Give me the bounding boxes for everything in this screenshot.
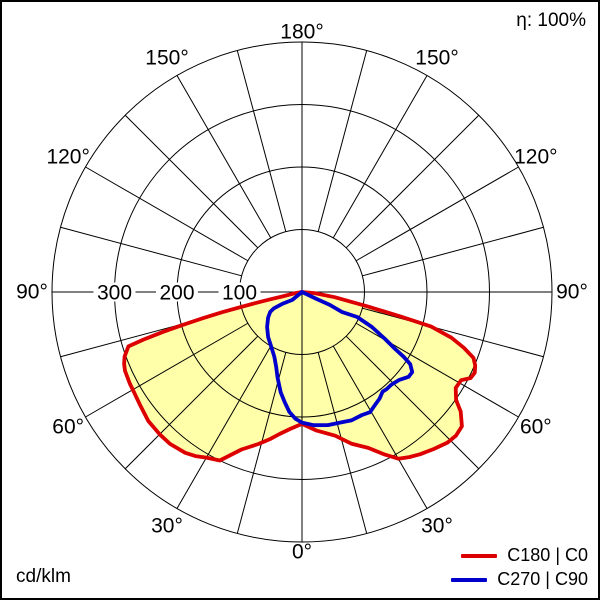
radial-tick-label: 100 (222, 282, 257, 305)
grid-spoke (124, 114, 259, 249)
grid-spoke (345, 335, 480, 470)
grid-spoke (345, 114, 480, 249)
curve-fill-0 (124, 292, 476, 461)
angle-label-180: 180° (280, 21, 323, 44)
angle-label-150-left: 150° (145, 47, 188, 70)
legend-item-c270-c90: C270 | C90 (451, 569, 588, 590)
grid-spoke (362, 226, 544, 277)
angle-label-120-left: 120° (46, 146, 89, 169)
angle-label-30-right: 30° (421, 514, 453, 537)
grid-spoke (362, 307, 544, 358)
radial-tick-bg (93, 282, 136, 302)
angle-label-60-right: 60° (520, 416, 552, 439)
angle-label-90-right: 90° (556, 281, 588, 304)
grid-spoke (355, 166, 519, 262)
angle-label-150-right: 150° (415, 47, 458, 70)
curve-c180-c0 (122, 290, 478, 463)
radial-tick-bg (218, 282, 261, 302)
efficiency-label: η: 100% (516, 10, 586, 31)
legend-label-c270-c90: C270 | C90 (497, 569, 588, 589)
grid-spoke (60, 226, 242, 277)
grid-spoke (124, 335, 259, 470)
grid-spoke (85, 322, 249, 418)
angle-label-0: 0° (292, 541, 312, 564)
grid-spoke (332, 345, 428, 509)
grid-spoke (176, 75, 272, 239)
grid-spoke (236, 50, 287, 232)
curve-c270-c90 (265, 290, 415, 428)
grid-spoke (85, 166, 249, 262)
units-label: cd/klm (16, 566, 71, 587)
angle-label-60-left: 60° (52, 416, 84, 439)
angle-label-120-right: 120° (514, 146, 557, 169)
grid-spoke (332, 75, 428, 239)
legend-label-c180-c0: C180 | C0 (507, 545, 588, 565)
legend-line-red-icon (461, 553, 498, 558)
grid-spoke (176, 345, 272, 509)
legend-item-c180-c0: C180 | C0 (451, 545, 588, 566)
angle-label-30-left: 30° (151, 514, 183, 537)
angle-label-90-left: 90° (16, 281, 48, 304)
radial-tick-bg (156, 282, 198, 302)
legend: C180 | C0 C270 | C90 (451, 545, 588, 590)
grid-spoke (317, 352, 368, 534)
radial-tick-label: 300 (97, 282, 132, 305)
radial-tick-label: 200 (159, 282, 194, 305)
grid-spoke (317, 50, 368, 232)
legend-line-blue-icon (451, 577, 488, 582)
